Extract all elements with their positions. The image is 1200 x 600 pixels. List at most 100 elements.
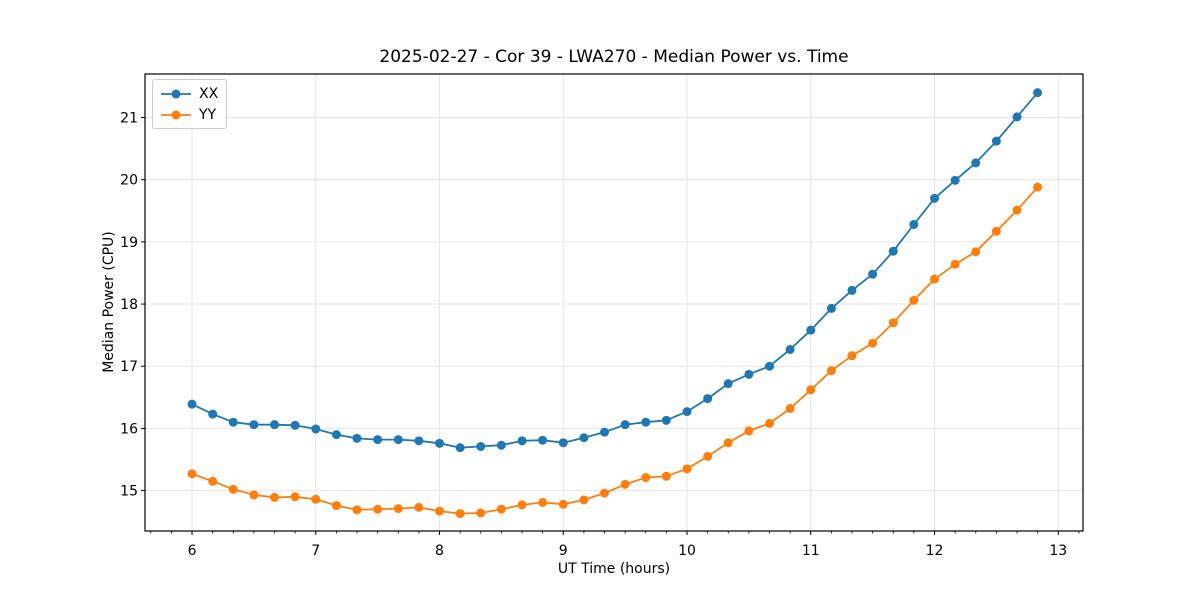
data-point-xx xyxy=(352,433,362,443)
data-point-yy xyxy=(682,464,692,474)
x-tick-label: 8 xyxy=(435,543,444,559)
y-tick-label: 15 xyxy=(120,484,138,500)
chart-title: 2025-02-27 - Cor 39 - LWA270 - Median Po… xyxy=(379,47,849,67)
data-point-yy xyxy=(311,494,321,504)
data-point-xx xyxy=(991,136,1001,146)
legend-label: YY xyxy=(199,106,217,123)
data-point-xx xyxy=(414,436,424,446)
data-point-xx xyxy=(435,438,445,448)
data-point-xx xyxy=(228,417,238,427)
x-tick-label: 13 xyxy=(1049,543,1067,559)
data-point-xx xyxy=(249,420,259,430)
data-point-yy xyxy=(208,476,218,486)
data-point-xx xyxy=(682,407,692,417)
plot-border xyxy=(144,73,1084,532)
legend-label: XX xyxy=(199,85,219,102)
data-point-xx xyxy=(765,361,775,371)
data-point-yy xyxy=(187,469,197,479)
data-point-yy xyxy=(393,504,403,514)
data-point-xx xyxy=(538,435,548,445)
data-point-xx xyxy=(558,438,568,448)
x-axis-label: UT Time (hours) xyxy=(557,561,671,577)
data-point-yy xyxy=(496,504,506,514)
data-point-yy xyxy=(373,504,383,514)
data-point-xx xyxy=(331,430,341,440)
data-point-xx xyxy=(393,435,403,445)
data-point-yy xyxy=(826,366,836,376)
data-point-yy xyxy=(558,499,568,509)
data-point-xx xyxy=(806,325,816,335)
data-point-yy xyxy=(331,501,341,511)
data-point-xx xyxy=(517,436,527,446)
data-point-yy xyxy=(868,338,878,348)
data-point-yy xyxy=(971,247,981,257)
data-point-yy xyxy=(723,438,733,448)
data-point-yy xyxy=(744,426,754,436)
data-point-xx xyxy=(703,394,713,404)
data-point-yy xyxy=(352,505,362,515)
data-point-xx xyxy=(868,269,878,279)
data-point-yy xyxy=(1033,182,1043,192)
data-point-xx xyxy=(1012,112,1022,122)
data-point-yy xyxy=(765,418,775,428)
y-tick-label: 20 xyxy=(120,173,138,189)
data-point-xx xyxy=(270,420,280,430)
data-point-xx xyxy=(373,435,383,445)
data-point-xx xyxy=(826,303,836,313)
data-point-yy xyxy=(991,226,1001,236)
x-tick-label: 10 xyxy=(678,543,696,559)
legend-line-marker-icon xyxy=(161,89,191,98)
y-tick-label: 17 xyxy=(120,359,138,375)
data-point-yy xyxy=(703,451,713,461)
y-tick-label: 18 xyxy=(120,297,138,313)
data-point-yy xyxy=(290,492,300,502)
data-point-yy xyxy=(538,497,548,507)
data-point-yy xyxy=(909,295,919,305)
x-tick-label: 12 xyxy=(926,543,944,559)
data-point-xx xyxy=(888,246,898,256)
data-point-xx xyxy=(847,285,857,295)
data-point-xx xyxy=(723,379,733,389)
data-point-xx xyxy=(744,369,754,379)
data-point-yy xyxy=(620,479,630,489)
legend-line-marker-icon xyxy=(161,110,191,119)
data-point-xx xyxy=(620,420,630,430)
data-point-yy xyxy=(476,508,486,518)
data-point-xx xyxy=(785,344,795,354)
data-point-xx xyxy=(187,399,197,409)
data-point-xx xyxy=(930,193,940,203)
data-point-yy xyxy=(249,490,259,500)
data-point-xx xyxy=(208,409,218,419)
data-point-yy xyxy=(888,318,898,328)
data-point-yy xyxy=(517,500,527,510)
data-point-xx xyxy=(290,420,300,430)
y-tick-label: 19 xyxy=(120,235,138,251)
x-tick-label: 6 xyxy=(188,543,197,559)
data-point-yy xyxy=(579,495,589,505)
legend-entry-yy: YY xyxy=(161,105,218,124)
data-point-yy xyxy=(661,471,671,481)
y-tick-label: 16 xyxy=(120,421,138,437)
y-axis-label: Median Power (CPU) xyxy=(101,231,117,373)
legend-entry-xx: XX xyxy=(161,84,218,103)
data-point-yy xyxy=(1012,205,1022,215)
x-tick-label: 7 xyxy=(311,543,320,559)
data-point-yy xyxy=(455,509,465,519)
data-point-xx xyxy=(971,158,981,168)
data-point-yy xyxy=(847,351,857,361)
data-point-yy xyxy=(435,506,445,516)
legend: XX YY xyxy=(152,79,228,129)
data-point-xx xyxy=(909,219,919,229)
data-point-yy xyxy=(806,385,816,395)
data-point-xx xyxy=(496,440,506,450)
data-point-xx xyxy=(661,415,671,425)
data-point-xx xyxy=(599,427,609,437)
data-point-yy xyxy=(950,259,960,269)
data-point-xx xyxy=(641,417,651,427)
x-tick-label: 11 xyxy=(802,543,820,559)
data-point-xx xyxy=(1033,88,1043,98)
data-point-xx xyxy=(579,433,589,443)
data-point-yy xyxy=(930,274,940,284)
series-line-xx xyxy=(191,92,1039,449)
